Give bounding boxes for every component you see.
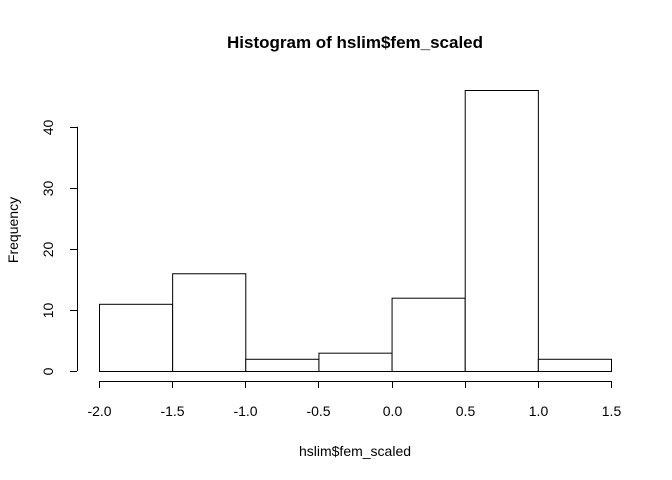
histogram-bar (537, 358, 612, 373)
histogram-bar (245, 358, 320, 373)
histogram-bar (99, 303, 174, 373)
y-axis: 0 10 20 30 40 (40, 120, 78, 375)
y-axis-label: Frequency (5, 197, 21, 263)
y-tick-label: 10 (40, 303, 56, 319)
y-tick-label: 0 (40, 367, 56, 375)
y-tick-label: 30 (40, 181, 56, 197)
histogram-bar (172, 273, 247, 372)
x-tick-label: 0.0 (383, 403, 403, 419)
x-tick-label: 0.5 (456, 403, 476, 419)
x-tick-label: -1.5 (160, 403, 184, 419)
y-tick-label: 20 (40, 242, 56, 258)
chart-title: Histogram of hslim$fem_scaled (227, 33, 483, 52)
x-tick-label: 1.5 (602, 403, 622, 419)
x-tick-label: -2.0 (87, 403, 111, 419)
histogram-bar (318, 352, 393, 373)
bars-group (99, 90, 612, 373)
y-tick-label: 40 (40, 120, 56, 136)
histogram-bar (464, 90, 539, 372)
x-tick-label: -0.5 (306, 403, 330, 419)
x-axis: -2.0 -1.5 -1.0 -0.5 0.0 0.5 1.0 1.5 (87, 381, 621, 419)
histogram-bar (391, 297, 466, 372)
x-axis-label: hslim$fem_scaled (299, 443, 411, 459)
x-tick-label: -1.0 (233, 403, 257, 419)
x-tick-label: 1.0 (529, 403, 549, 419)
